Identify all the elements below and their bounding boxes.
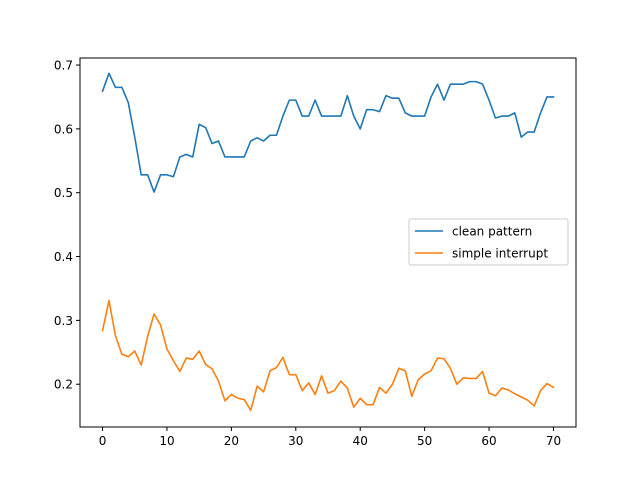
- legend-frame: [408, 218, 569, 266]
- x-axis: 0 10 20 30 40 50 60 70: [99, 427, 561, 448]
- y-tick-label: 0.6: [54, 122, 73, 136]
- x-tick-label: 0: [99, 434, 107, 448]
- y-tick-label: 0.5: [54, 186, 73, 200]
- y-tick-label: 0.7: [54, 59, 73, 73]
- series-line-simple-interrupt: [101, 299, 555, 412]
- y-tick-label: 0.3: [54, 314, 73, 328]
- x-tick-label: 70: [546, 434, 561, 448]
- x-tick-label: 10: [159, 434, 174, 448]
- legend: clean pattern simple interrupt: [408, 218, 569, 266]
- x-tick-label: 30: [288, 434, 303, 448]
- legend-label-clean-pattern: clean pattern: [452, 225, 532, 239]
- y-axis: 0.2 0.3 0.4 0.5 0.6 0.7: [54, 59, 80, 392]
- legend-label-simple-interrupt: simple interrupt: [452, 247, 548, 261]
- x-tick-label: 20: [224, 434, 239, 448]
- series-line-clean-pattern: [101, 72, 555, 193]
- series-layer: [101, 72, 555, 412]
- plot-area-frame: [79, 57, 577, 428]
- y-tick-label: 0.4: [54, 250, 73, 264]
- x-tick-label: 50: [417, 434, 432, 448]
- y-tick-label: 0.2: [54, 378, 73, 392]
- x-tick-label: 60: [481, 434, 496, 448]
- x-tick-label: 40: [353, 434, 368, 448]
